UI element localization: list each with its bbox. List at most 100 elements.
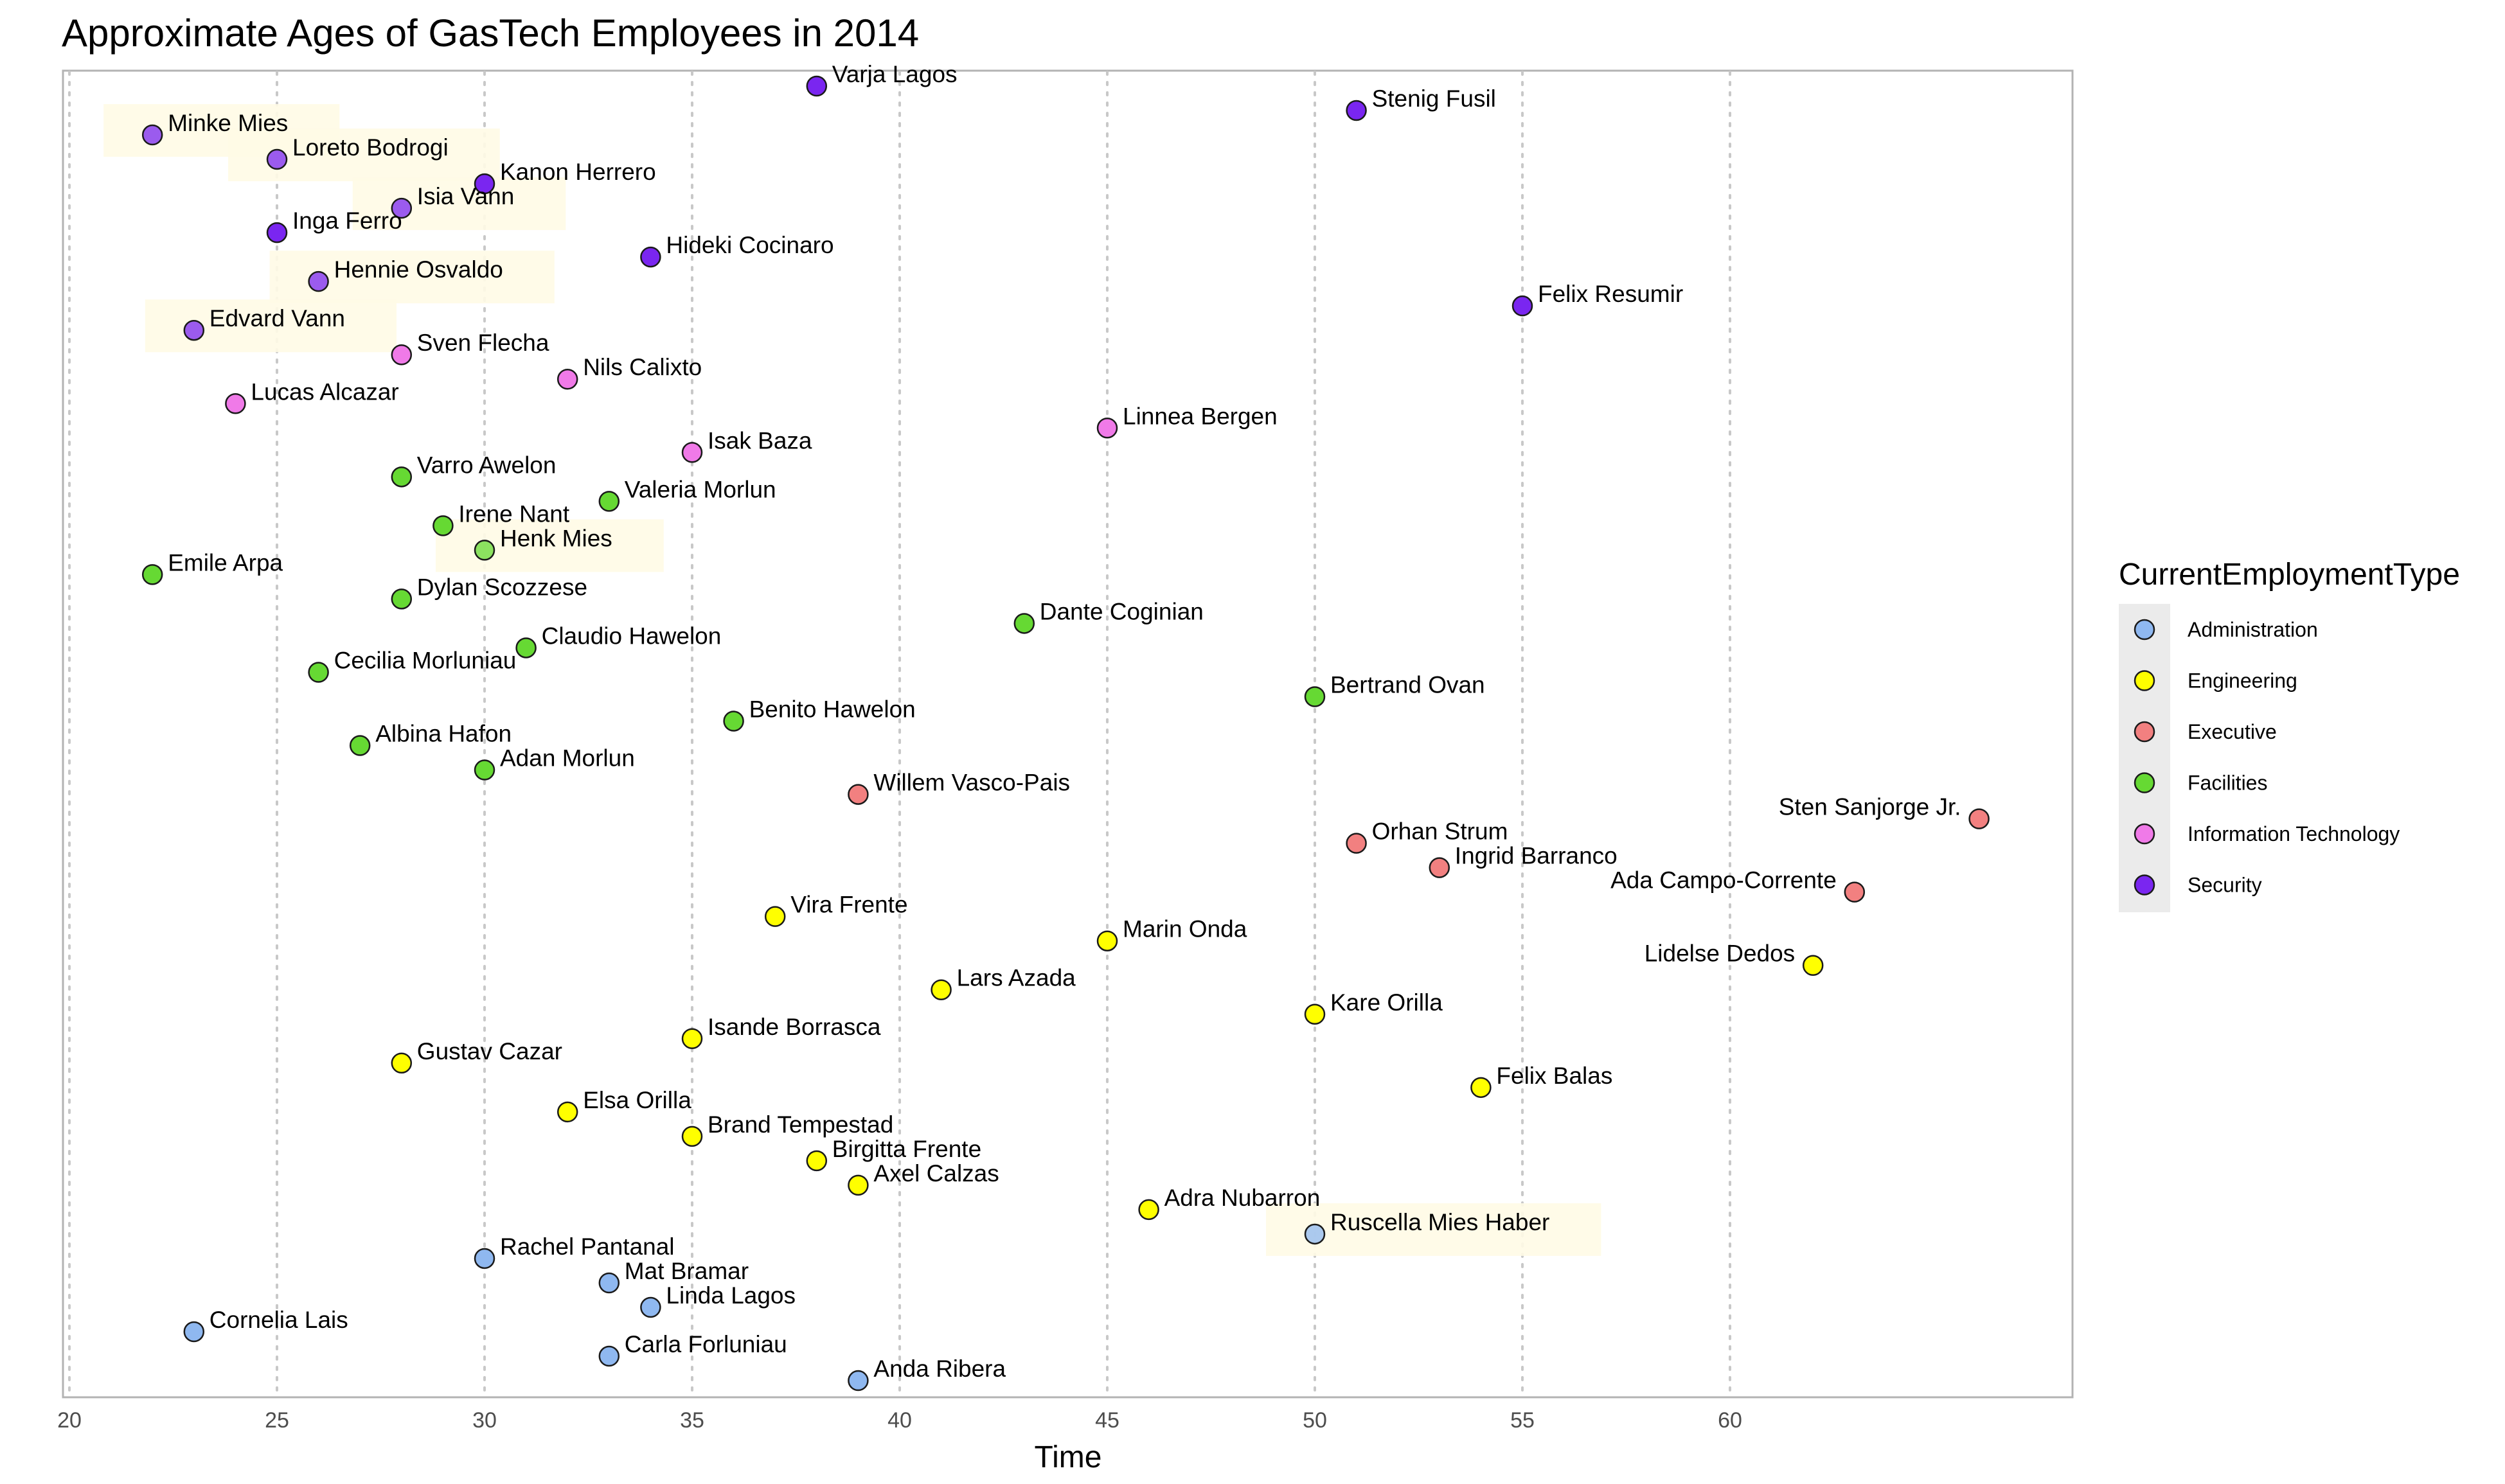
point-label-axel-calzas: Axel Calzas xyxy=(873,1160,999,1187)
legend-key-background xyxy=(2119,604,2170,912)
point-hennie-osvaldo xyxy=(308,270,329,292)
point-isak-baza xyxy=(681,442,703,463)
point-edvard-vann xyxy=(183,319,205,341)
point-label-lidelse-dedos: Lidelse Dedos xyxy=(1645,941,1795,967)
point-label-sven-flecha: Sven Flecha xyxy=(417,330,549,356)
point-label-loreto-bodrogi: Loreto Bodrogi xyxy=(292,134,449,161)
point-label-carla-forluniau: Carla Forluniau xyxy=(625,1331,787,1357)
point-sten-sanjorge-jr xyxy=(1968,808,1990,829)
point-label-ingrid-barranco: Ingrid Barranco xyxy=(1455,843,1618,869)
point-lucas-alcazar xyxy=(225,393,246,414)
point-carla-forluniau xyxy=(598,1345,620,1367)
point-vira-frente xyxy=(764,906,786,927)
point-inga-ferro xyxy=(266,222,288,243)
point-cecilia-morluniau xyxy=(308,662,329,683)
point-label-isia-vann: Isia Vann xyxy=(417,183,515,209)
point-label-kanon-herrero: Kanon Herrero xyxy=(500,159,656,185)
legend-key-security xyxy=(2134,874,2155,896)
point-label-adra-nubarron: Adra Nubarron xyxy=(1164,1185,1321,1211)
point-label-ada-campo-corrente: Ada Campo-Corrente xyxy=(1610,867,1837,894)
point-label-cecilia-morluniau: Cecilia Morluniau xyxy=(334,647,517,673)
point-label-benito-hawelon: Benito Hawelon xyxy=(749,696,916,723)
legend-key-facilities xyxy=(2134,772,2155,793)
point-label-marin-onda: Marin Onda xyxy=(1123,916,1247,942)
point-label-varro-awelon: Varro Awelon xyxy=(417,452,557,478)
point-label-lucas-alcazar: Lucas Alcazar xyxy=(251,378,398,405)
point-label-adan-morlun: Adan Morlun xyxy=(500,745,635,772)
x-tick-25: 25 xyxy=(265,1408,289,1433)
point-ruscella-mies-haber xyxy=(1304,1223,1326,1245)
point-axel-calzas xyxy=(848,1174,869,1196)
point-lidelse-dedos xyxy=(1802,955,1824,976)
x-gridlines xyxy=(68,71,1731,1397)
point-isande-borrasca xyxy=(681,1028,703,1050)
chart-title: Approximate Ages of GasTech Employees in… xyxy=(62,12,919,55)
point-label-bertrand-ovan: Bertrand Ovan xyxy=(1330,672,1485,698)
x-tick-55: 55 xyxy=(1510,1408,1535,1433)
x-tick-20: 20 xyxy=(57,1408,82,1433)
point-label-isak-baza: Isak Baza xyxy=(708,427,812,454)
point-label-hennie-osvaldo: Hennie Osvaldo xyxy=(334,256,503,283)
point-valeria-morlun xyxy=(598,491,620,512)
point-label-mat-bramar: Mat Bramar xyxy=(625,1258,749,1284)
point-label-edvard-vann: Edvard Vann xyxy=(209,305,345,331)
point-label-elsa-orilla: Elsa Orilla xyxy=(583,1087,691,1113)
point-label-rachel-pantanal: Rachel Pantanal xyxy=(500,1233,675,1260)
legend-key-administration xyxy=(2134,619,2155,640)
point-label-sten-sanjorge-jr: Sten Sanjorge Jr. xyxy=(1779,794,1961,820)
highlight-boxes xyxy=(103,104,1601,1256)
legend-label-engineering: Engineering xyxy=(2188,669,2297,693)
point-kanon-herrero xyxy=(474,173,495,195)
point-marin-onda xyxy=(1096,930,1118,951)
point-orhan-strum xyxy=(1346,833,1367,854)
point-label-vira-frente: Vira Frente xyxy=(790,892,907,918)
point-ada-campo-corrente xyxy=(1844,881,1866,903)
point-brand-tempestad xyxy=(681,1126,703,1147)
point-label-linnea-bergen: Linnea Bergen xyxy=(1123,403,1278,429)
point-minke-mies xyxy=(141,124,163,146)
point-bertrand-ovan xyxy=(1304,686,1326,707)
point-cornelia-lais xyxy=(183,1321,205,1343)
point-label-minke-mies: Minke Mies xyxy=(168,110,288,136)
point-mat-bramar xyxy=(598,1272,620,1294)
point-isia-vann xyxy=(391,197,413,219)
point-henk-mies xyxy=(474,540,495,561)
legend-title: CurrentEmploymentType xyxy=(2119,558,2460,592)
highlight-box-isia-vann xyxy=(352,177,566,231)
point-claudio-hawelon xyxy=(515,637,537,658)
x-tick-35: 35 xyxy=(680,1408,704,1433)
point-label-felix-resumir: Felix Resumir xyxy=(1538,281,1683,307)
point-willem-vasco-pais xyxy=(848,784,869,805)
point-varja-lagos xyxy=(806,75,828,97)
x-tick-60: 60 xyxy=(1718,1408,1742,1433)
point-linda-lagos xyxy=(640,1296,661,1318)
point-adra-nubarron xyxy=(1138,1199,1159,1221)
point-albina-hafon xyxy=(349,735,371,756)
x-tick-50: 50 xyxy=(1303,1408,1327,1433)
point-ingrid-barranco xyxy=(1429,857,1450,878)
point-dylan-scozzese xyxy=(391,588,413,610)
x-tick-45: 45 xyxy=(1095,1408,1119,1433)
legend-label-executive: Executive xyxy=(2188,720,2277,743)
point-kare-orilla xyxy=(1304,1003,1326,1025)
x-tick-30: 30 xyxy=(472,1408,497,1433)
point-stenig-fusil xyxy=(1346,100,1367,121)
point-nils-calixto xyxy=(557,368,578,390)
legend-key-information-technology xyxy=(2134,823,2155,845)
legend-key-executive xyxy=(2134,721,2155,743)
legend-label-administration: Administration xyxy=(2188,618,2318,641)
point-gustav-cazar xyxy=(391,1052,413,1074)
legend-label-security: Security xyxy=(2188,874,2262,897)
x-tick-labels: 20 25 30 35 40 45 50 55 60 xyxy=(57,1408,1742,1433)
point-varro-awelon xyxy=(391,466,413,488)
point-label-willem-vasco-pais: Willem Vasco-Pais xyxy=(873,770,1070,796)
legend: CurrentEmploymentType Administration Engi… xyxy=(2119,558,2460,912)
point-label-irene-nant: Irene Nant xyxy=(458,500,569,527)
point-label-cornelia-lais: Cornelia Lais xyxy=(209,1307,348,1333)
point-label-varja-lagos: Varja Lagos xyxy=(832,61,958,87)
point-label-hideki-cocinaro: Hideki Cocinaro xyxy=(666,232,834,258)
legend-key-engineering xyxy=(2134,670,2155,691)
point-label-orhan-strum: Orhan Strum xyxy=(1372,818,1508,845)
point-emile-arpa xyxy=(141,564,163,585)
point-felix-resumir xyxy=(1511,295,1533,317)
